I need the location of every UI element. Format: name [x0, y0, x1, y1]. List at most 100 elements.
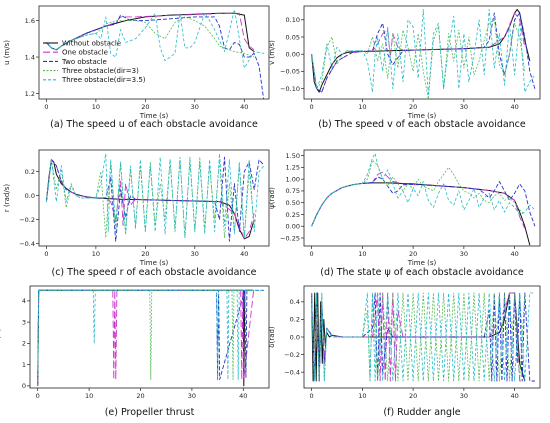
series-line-3	[37, 289, 264, 386]
x-tick-label: 0	[44, 103, 48, 111]
series-line-5	[311, 152, 536, 227]
series-line-3	[311, 12, 536, 93]
x-tick-label: 40	[510, 392, 518, 400]
x-tick-label: 0	[36, 392, 40, 400]
series-line-5	[311, 9, 536, 96]
x-tick-label: 10	[358, 103, 366, 111]
x-axis-label: Time (s)	[139, 112, 169, 120]
x-tick-label: 20	[141, 250, 149, 258]
series-line-4	[37, 289, 254, 386]
subplot-caption: (a) The speed u of each obstacle avoidan…	[50, 119, 258, 130]
y-tick-label: 1.4	[25, 53, 35, 61]
series-line-5	[311, 292, 535, 382]
series-line-4	[46, 156, 255, 238]
subplot-c: 0 10 20 30 40 −0.4 −0.2 0.0 0.2 Time (s) r (rad/s)…	[3, 149, 270, 278]
y-tick-label: −0.2	[19, 216, 35, 224]
x-tick-label: 30	[188, 392, 196, 400]
y-tick-label: 0.00	[286, 51, 300, 59]
subplot-e: 0 10 20 30 40 0 1 2 3 4 T (N) (e) Propeller thrust	[0, 285, 270, 418]
series-group	[46, 9, 265, 99]
series-line-1	[311, 8, 531, 93]
y-tick-label: 1.2	[25, 90, 35, 98]
subplot-d: 0 10 20 30 40 −0.25 0.00 0.25 0.50 0.75 1.00 1.25 1.…	[268, 149, 541, 278]
y-tick-label: 0.2	[25, 168, 35, 176]
y-tick-label: 0.50	[286, 199, 300, 207]
y-tick-label: 0.0	[25, 192, 35, 200]
x-tick-label: 30	[191, 250, 199, 258]
y-tick-label: −0.10	[280, 85, 300, 93]
y-tick-label: 0.00	[286, 223, 300, 231]
y-tick-label: 0.2	[290, 316, 300, 324]
x-tick-label: 30	[460, 392, 468, 400]
y-axis-label: T (N)	[0, 328, 2, 346]
x-tick-label: 40	[510, 103, 518, 111]
subplot-caption: (d) The state ψ of each obstacle avoidan…	[320, 267, 524, 278]
y-tick-label: 1.00	[286, 175, 300, 183]
series-line-1	[37, 289, 254, 387]
y-tick-label: −0.25	[280, 234, 300, 242]
y-tick-label: 1.6	[25, 17, 35, 25]
y-tick-label: 3	[22, 318, 26, 326]
x-tick-label: 10	[358, 250, 366, 258]
x-tick-label: 20	[136, 392, 144, 400]
subplot-a: 0 10 20 30 40 1.2 1.4 1.6 Time (s) u (m/s) (a) The…	[3, 5, 270, 130]
series-line-4	[311, 160, 526, 227]
x-tick-label: 40	[239, 392, 247, 400]
x-axis-label: Time (s)	[407, 112, 437, 120]
series-group	[37, 289, 264, 387]
axes-frame	[38, 5, 270, 100]
subplot-b: 0 10 20 30 40 −0.10 −0.05 0.00 0.05 0.10 Time (s) v…	[268, 5, 541, 130]
x-axis-label: Time (s)	[407, 259, 437, 267]
y-tick-label: 0.05	[286, 33, 300, 41]
axes-frame	[303, 149, 541, 247]
y-tick-label: −0.05	[280, 68, 300, 76]
subplot-caption: (b) The speed v of each obstacle avoidan…	[318, 119, 526, 130]
x-tick-label: 0	[44, 250, 48, 258]
y-tick-label: −0.2	[284, 351, 300, 359]
y-tick-label: 0.10	[286, 16, 300, 24]
x-tick-label: 30	[460, 103, 468, 111]
series-group	[311, 152, 536, 246]
series-line-4	[311, 19, 526, 99]
y-tick-label: 2	[22, 340, 26, 348]
x-tick-label: 30	[460, 250, 468, 258]
subplot-f: 0 10 20 30 40 −0.4 −0.2 0.0 0.2 0.4 δ(rad) (f) Rudd…	[268, 285, 541, 418]
legend-entry: Three obstacle(dir=3)	[61, 67, 139, 75]
axes-frame	[38, 149, 270, 247]
y-tick-label: −0.4	[19, 240, 35, 248]
subplot-caption: (c) The speed r of each obstacle avoidan…	[52, 267, 257, 278]
series-line-5	[37, 289, 264, 386]
y-tick-label: 1	[22, 361, 26, 369]
x-tick-label: 20	[141, 103, 149, 111]
series-line-5	[46, 9, 265, 69]
legend-entry: Without obstacle	[62, 39, 121, 47]
axes-frame	[29, 285, 270, 389]
x-tick-label: 10	[85, 392, 93, 400]
legend-entry: One obstacle	[62, 49, 108, 57]
legend-entry: Two obstacle	[61, 58, 107, 66]
y-tick-label: 0.25	[286, 211, 300, 219]
series-group	[311, 8, 536, 99]
y-axis-label: u (m/s)	[3, 40, 11, 65]
x-tick-label: 40	[240, 103, 248, 111]
x-tick-label: 10	[92, 250, 100, 258]
x-tick-label: 0	[310, 250, 314, 258]
y-tick-label: 0.75	[286, 187, 300, 195]
y-tick-label: 0.0	[290, 333, 300, 341]
axes-frame	[303, 5, 541, 100]
y-tick-label: 4	[22, 297, 26, 305]
x-tick-label: 20	[409, 392, 417, 400]
series-line-3	[45, 156, 265, 242]
x-tick-label: 40	[510, 250, 518, 258]
y-tick-label: 1.25	[286, 164, 300, 172]
series-group	[45, 153, 265, 242]
x-tick-label: 40	[240, 250, 248, 258]
y-tick-label: 0	[22, 382, 26, 390]
x-axis-label: Time (s)	[139, 259, 169, 267]
y-tick-label: 1.50	[286, 152, 300, 160]
series-line-2	[311, 171, 526, 229]
legend-entry: Three obstacle(dir=3.5)	[61, 76, 146, 84]
series-line-5	[46, 153, 265, 238]
